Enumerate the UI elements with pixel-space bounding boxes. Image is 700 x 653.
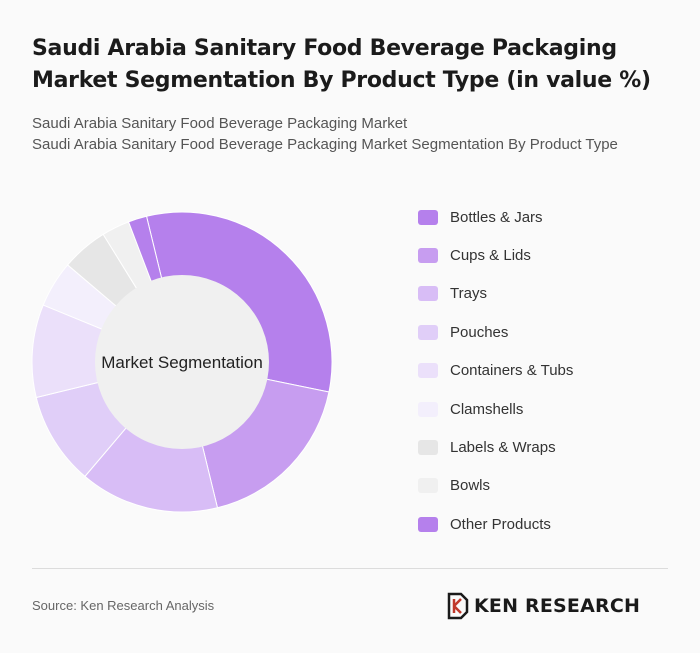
- legend-item-bottles-jars[interactable]: Bottles & Jars: [418, 198, 678, 236]
- legend-label: Clamshells: [450, 400, 524, 418]
- legend-item-labels-wraps[interactable]: Labels & Wraps: [418, 428, 678, 466]
- donut-chart: Market Segmentation: [31, 211, 333, 513]
- source-note: Source: Ken Research Analysis: [32, 598, 215, 613]
- legend-swatch: [418, 401, 438, 417]
- legend-label: Bowls: [450, 477, 491, 495]
- logo-wordmark: KEN RESEARCH: [474, 595, 641, 617]
- footer-divider: [32, 568, 668, 569]
- legend-item-containers-tubs[interactable]: Containers & Tubs: [418, 352, 678, 390]
- donut-hole: [95, 275, 269, 449]
- legend-swatch: [418, 363, 438, 379]
- legend-label: Trays: [450, 285, 487, 303]
- legend-item-clamshells[interactable]: Clamshells: [418, 390, 678, 428]
- legend-item-other-products[interactable]: Other Products: [418, 505, 678, 543]
- legend-label: Pouches: [450, 323, 509, 341]
- legend-swatch: [418, 440, 438, 456]
- legend-item-cups-lids[interactable]: Cups & Lids: [418, 236, 678, 274]
- chart-legend: Bottles & Jars Cups & Lids Trays Pouches Con…: [418, 198, 678, 544]
- chart-title: Saudi Arabia Sanitary Food Beverage Pack…: [32, 36, 651, 93]
- legend-item-pouches[interactable]: Pouches: [418, 313, 678, 351]
- ken-research-logo[interactable]: KEN RESEARCH: [446, 592, 640, 620]
- legend-label: Other Products: [450, 515, 551, 533]
- legend-label: Containers & Tubs: [450, 362, 574, 380]
- subtitle-line-2: Saudi Arabia Sanitary Food Beverage Pack…: [32, 136, 618, 153]
- legend-swatch: [418, 209, 438, 225]
- legend-swatch: [418, 248, 438, 264]
- legend-item-bowls[interactable]: Bowls: [418, 467, 678, 505]
- chart-subtitle: Saudi Arabia Sanitary Food Beverage Pack…: [32, 113, 672, 155]
- legend-swatch: [418, 516, 438, 532]
- legend-label: Labels & Wraps: [450, 439, 556, 457]
- legend-item-trays[interactable]: Trays: [418, 275, 678, 313]
- ken-research-logo-icon: [447, 592, 469, 620]
- legend-swatch: [418, 286, 438, 302]
- subtitle-line-1: Saudi Arabia Sanitary Food Beverage Pack…: [32, 115, 408, 132]
- donut-center-label: Market Segmentation: [101, 353, 263, 372]
- legend-label: Cups & Lids: [450, 247, 531, 265]
- legend-label: Bottles & Jars: [450, 208, 543, 226]
- legend-swatch: [418, 478, 438, 494]
- donut-slices: [31, 211, 333, 513]
- legend-swatch: [418, 324, 438, 340]
